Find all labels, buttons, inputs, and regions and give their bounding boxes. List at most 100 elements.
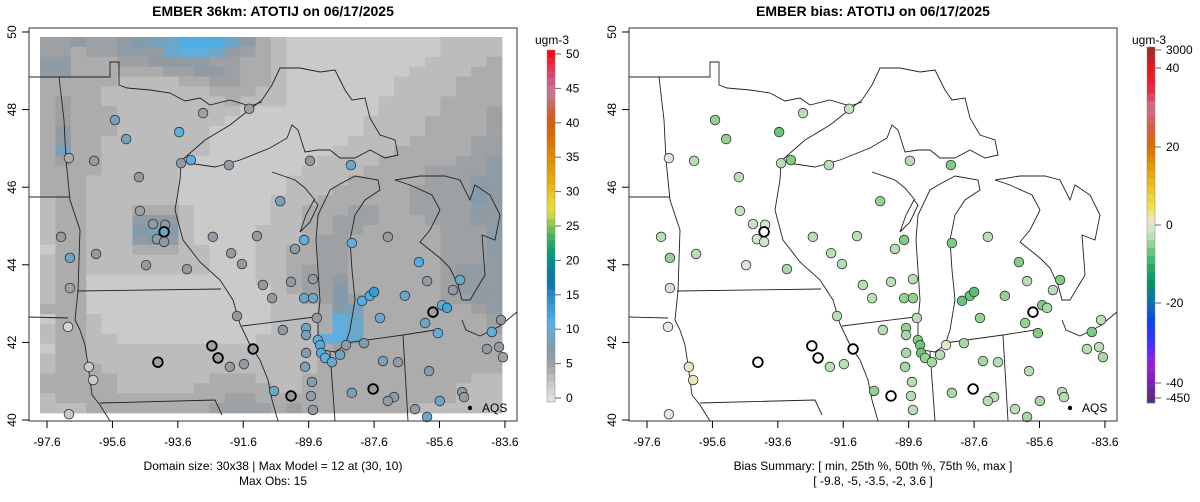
station-bias-marker bbox=[663, 152, 675, 164]
grid-cell bbox=[147, 393, 164, 404]
grid-cell bbox=[132, 46, 149, 58]
grid-cell bbox=[209, 46, 226, 58]
grid-cell bbox=[240, 185, 256, 196]
grid-cell bbox=[224, 393, 241, 404]
grid-cell bbox=[86, 274, 102, 285]
grid-cell bbox=[271, 225, 287, 236]
station-marker bbox=[306, 376, 318, 388]
grid-cell bbox=[317, 145, 333, 157]
grid-cell bbox=[286, 86, 303, 97]
grid-cell bbox=[455, 155, 472, 167]
grid-cell bbox=[348, 284, 364, 295]
y-axis: 40 42 44 46 48 50 bbox=[605, 25, 629, 427]
colorbar-bin bbox=[1147, 348, 1155, 357]
grid-cell bbox=[425, 116, 441, 127]
grid-cell bbox=[317, 284, 333, 295]
grid-cell bbox=[224, 46, 241, 58]
station-marker bbox=[300, 347, 312, 359]
grid-cell bbox=[363, 373, 380, 384]
station-bias-marker bbox=[831, 310, 843, 322]
grid-cell bbox=[132, 106, 149, 117]
grid-cell bbox=[209, 254, 226, 265]
grid-cell bbox=[209, 403, 226, 414]
grid-cell bbox=[132, 155, 149, 167]
grid-cell bbox=[40, 37, 56, 48]
station-bias-marker bbox=[900, 329, 912, 341]
station-marker bbox=[334, 349, 346, 361]
grid-cell bbox=[394, 175, 410, 186]
grid-cell bbox=[317, 37, 333, 48]
grid-cell bbox=[471, 135, 487, 147]
grid-cell bbox=[224, 175, 241, 186]
station-bias-marker bbox=[905, 390, 917, 402]
grid-cell bbox=[409, 195, 426, 206]
grid-cell bbox=[409, 165, 426, 176]
grid-cell bbox=[209, 185, 226, 196]
grid-cell bbox=[40, 323, 56, 335]
grid-cell bbox=[332, 383, 349, 394]
grid-cell bbox=[255, 343, 272, 355]
colorbar-bin bbox=[1147, 116, 1155, 125]
grid-cell bbox=[363, 165, 380, 176]
grid-cell bbox=[178, 225, 195, 236]
grid-cell bbox=[332, 393, 349, 404]
grid-cell bbox=[271, 274, 287, 285]
grid-cell bbox=[194, 314, 210, 325]
grid-cell bbox=[471, 343, 487, 355]
station-bias-marker bbox=[967, 383, 979, 395]
station-marker bbox=[419, 317, 431, 329]
colorbar-bin bbox=[547, 345, 555, 354]
grid-cell bbox=[147, 294, 164, 305]
grid-cell bbox=[40, 403, 56, 414]
colorbar-bin bbox=[547, 57, 555, 65]
station-marker bbox=[307, 292, 319, 304]
grid-cell bbox=[40, 116, 56, 127]
grid-cell bbox=[409, 333, 426, 345]
grid-cell bbox=[332, 244, 349, 256]
grid-cell bbox=[255, 383, 272, 394]
grid-cell bbox=[255, 234, 272, 246]
grid-cell bbox=[70, 165, 87, 176]
grid-cell bbox=[132, 37, 149, 48]
grid-cell bbox=[40, 264, 56, 275]
grid-cell bbox=[147, 343, 164, 355]
station-marker bbox=[133, 171, 145, 183]
grid-cell bbox=[70, 185, 87, 196]
grid-cell bbox=[378, 46, 395, 58]
grid-cell bbox=[240, 264, 256, 275]
grid-cell bbox=[440, 393, 457, 404]
grid-cell bbox=[486, 126, 503, 137]
grid-cell bbox=[178, 403, 195, 414]
grid-cell bbox=[286, 106, 303, 117]
station-marker bbox=[63, 152, 75, 164]
grid-cell bbox=[132, 86, 149, 97]
grid-cell bbox=[209, 314, 226, 325]
station-marker bbox=[223, 159, 235, 171]
grid-cell bbox=[363, 135, 380, 147]
grid-cell bbox=[101, 86, 118, 97]
grid-cell bbox=[332, 234, 349, 246]
grid-cell bbox=[224, 155, 241, 167]
grid-cell bbox=[425, 333, 441, 345]
grid-cell bbox=[117, 264, 133, 275]
grid-cell bbox=[425, 106, 441, 117]
grid-cell bbox=[301, 175, 318, 186]
grid-cell bbox=[455, 185, 472, 196]
grid-cell bbox=[332, 264, 349, 275]
grid-cell bbox=[163, 323, 179, 335]
grid-cell bbox=[286, 225, 303, 236]
grid-cell bbox=[147, 155, 164, 167]
grid-cell bbox=[40, 195, 56, 206]
colorbar-label: 15 bbox=[566, 288, 580, 302]
grid-cell bbox=[224, 304, 241, 315]
grid-cell bbox=[147, 205, 164, 216]
grid-cell bbox=[224, 135, 241, 147]
grid-cell bbox=[101, 314, 118, 325]
grid-cell bbox=[394, 155, 410, 167]
grid-cell bbox=[394, 393, 410, 404]
colorbar-bin bbox=[1147, 271, 1155, 280]
grid-cell bbox=[194, 333, 210, 345]
grid-cell bbox=[70, 363, 87, 374]
colorbar-bin bbox=[547, 366, 555, 375]
grid-cell bbox=[70, 37, 87, 48]
